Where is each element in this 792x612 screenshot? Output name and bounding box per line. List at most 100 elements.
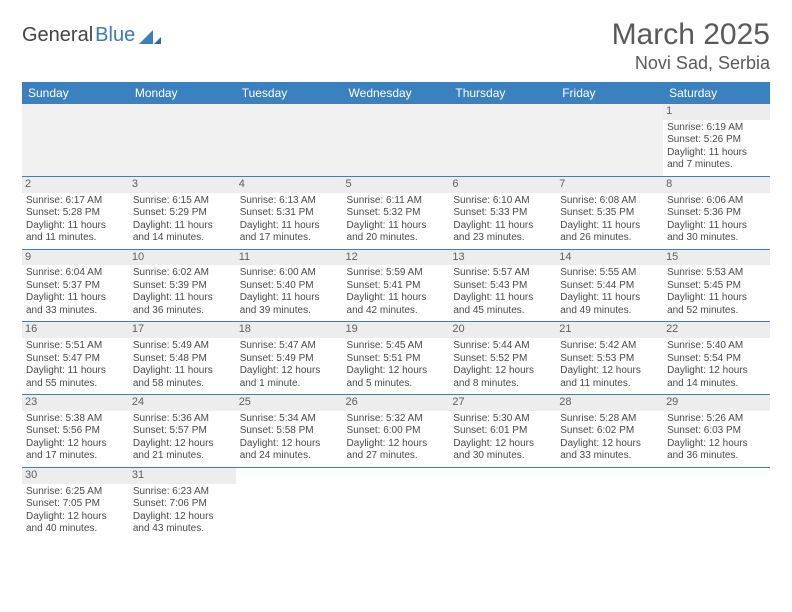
day-number: 6 [449,177,556,193]
day-info: Sunrise: 6:23 AM Sunset: 7:06 PM Dayligh… [133,486,232,536]
calendar-row: 23Sunrise: 5:38 AM Sunset: 5:56 PM Dayli… [22,395,770,468]
day-info: Sunrise: 5:53 AM Sunset: 5:45 PM Dayligh… [667,267,766,317]
calendar-row: 30 Sunrise: 6:25 AM Sunset: 7:05 PM Dayli… [22,467,770,539]
calendar-day: 25Sunrise: 5:34 AM Sunset: 5:58 PM Dayli… [236,395,343,468]
day-info: Sunrise: 6:19 AM Sunset: 5:26 PM Dayligh… [667,122,766,172]
calendar-blank [236,104,343,176]
calendar-day: 29Sunrise: 5:26 AM Sunset: 6:03 PM Dayli… [663,395,770,468]
weekday-header: Wednesday [343,82,450,104]
calendar-day: 8Sunrise: 6:06 AM Sunset: 5:36 PM Daylig… [663,176,770,249]
calendar-day: 13Sunrise: 5:57 AM Sunset: 5:43 PM Dayli… [449,249,556,322]
calendar-day: 28 Sunrise: 5:28 AM Sunset: 6:02 PM Dayli… [556,395,663,468]
day-info: Sunrise: 6:02 AM Sunset: 5:39 PM Dayligh… [133,267,232,317]
day-info: Sunrise: 6:10 AM Sunset: 5:33 PM Dayligh… [453,195,552,245]
day-info: Sunrise: 5:49 AM Sunset: 5:48 PM Dayligh… [133,340,232,390]
day-info: Sunrise: 5:57 AM Sunset: 5:43 PM Dayligh… [453,267,552,317]
day-number: 2 [22,177,129,193]
day-info: Sunrise: 5:59 AM Sunset: 5:41 PM Dayligh… [347,267,446,317]
calendar-day: 6 Sunrise: 6:10 AM Sunset: 5:33 PM Daylig… [449,176,556,249]
day-number: 13 [449,250,556,266]
day-info: Sunrise: 5:45 AM Sunset: 5:51 PM Dayligh… [347,340,446,390]
day-info: Sunrise: 5:42 AM Sunset: 5:53 PM Dayligh… [560,340,659,390]
calendar-day: 3Sunrise: 6:15 AM Sunset: 5:29 PM Daylig… [129,176,236,249]
day-number: 9 [22,250,129,266]
calendar-day: 19 Sunrise: 5:45 AM Sunset: 5:51 PM Dayli… [343,322,450,395]
calendar-row: 9Sunrise: 6:04 AM Sunset: 5:37 PM Daylig… [22,249,770,322]
day-info: Sunrise: 6:13 AM Sunset: 5:31 PM Dayligh… [240,195,339,245]
calendar-day: 17 Sunrise: 5:49 AM Sunset: 5:48 PM Dayli… [129,322,236,395]
weekday-header: Thursday [449,82,556,104]
weekday-header: Tuesday [236,82,343,104]
calendar-day: 26 Sunrise: 5:32 AM Sunset: 6:00 PM Dayli… [343,395,450,468]
calendar-row: 16 Sunrise: 5:51 AM Sunset: 5:47 PM Dayli… [22,322,770,395]
day-info: Sunrise: 5:55 AM Sunset: 5:44 PM Dayligh… [560,267,659,317]
day-info: Sunrise: 6:11 AM Sunset: 5:32 PM Dayligh… [347,195,446,245]
day-number: 8 [663,177,770,193]
weekday-header: Monday [129,82,236,104]
calendar-blank [22,104,129,176]
day-number: 4 [236,177,343,193]
day-info: Sunrise: 5:32 AM Sunset: 6:00 PM Dayligh… [347,413,446,463]
weekday-header-row: SundayMondayTuesdayWednesdayThursdayFrid… [22,82,770,104]
header: GeneralBlue March 2025 Novi Sad, Serbia [22,18,770,74]
calendar-day: 15Sunrise: 5:53 AM Sunset: 5:45 PM Dayli… [663,249,770,322]
calendar-day: 18 Sunrise: 5:47 AM Sunset: 5:49 PM Dayli… [236,322,343,395]
location: Novi Sad, Serbia [612,53,770,74]
calendar-blank [236,467,343,539]
calendar-blank [449,467,556,539]
day-number: 11 [236,250,343,266]
day-number: 24 [129,395,236,411]
day-number: 20 [449,322,556,338]
day-info: Sunrise: 6:08 AM Sunset: 5:35 PM Dayligh… [560,195,659,245]
day-number: 30 [22,468,129,484]
day-number: 23 [22,395,129,411]
calendar-day: 10Sunrise: 6:02 AM Sunset: 5:39 PM Dayli… [129,249,236,322]
day-info: Sunrise: 5:44 AM Sunset: 5:52 PM Dayligh… [453,340,552,390]
day-number: 27 [449,395,556,411]
day-number: 16 [22,322,129,338]
day-number: 17 [129,322,236,338]
day-info: Sunrise: 6:15 AM Sunset: 5:29 PM Dayligh… [133,195,232,245]
day-number: 19 [343,322,450,338]
day-number: 25 [236,395,343,411]
calendar-day: 27 Sunrise: 5:30 AM Sunset: 6:01 PM Dayli… [449,395,556,468]
day-number: 28 [556,395,663,411]
day-info: Sunrise: 5:51 AM Sunset: 5:47 PM Dayligh… [26,340,125,390]
calendar-day: 31Sunrise: 6:23 AM Sunset: 7:06 PM Dayli… [129,467,236,539]
weekday-header: Friday [556,82,663,104]
calendar-day: 22 Sunrise: 5:40 AM Sunset: 5:54 PM Dayli… [663,322,770,395]
calendar-day: 16 Sunrise: 5:51 AM Sunset: 5:47 PM Dayli… [22,322,129,395]
calendar-day: 20 Sunrise: 5:44 AM Sunset: 5:52 PM Dayli… [449,322,556,395]
calendar-blank [556,467,663,539]
day-info: Sunrise: 6:17 AM Sunset: 5:28 PM Dayligh… [26,195,125,245]
day-info: Sunrise: 5:30 AM Sunset: 6:01 PM Dayligh… [453,413,552,463]
calendar-blank [343,467,450,539]
calendar-day: 21Sunrise: 5:42 AM Sunset: 5:53 PM Dayli… [556,322,663,395]
logo-text-1: General [22,24,93,47]
day-info: Sunrise: 5:47 AM Sunset: 5:49 PM Dayligh… [240,340,339,390]
day-number: 26 [343,395,450,411]
calendar-blank [129,104,236,176]
day-number: 12 [343,250,450,266]
day-info: Sunrise: 5:28 AM Sunset: 6:02 PM Dayligh… [560,413,659,463]
title-block: March 2025 Novi Sad, Serbia [612,18,770,74]
day-number: 22 [663,322,770,338]
calendar-row: 1Sunrise: 6:19 AM Sunset: 5:26 PM Daylig… [22,104,770,176]
calendar-blank [343,104,450,176]
calendar-blank [556,104,663,176]
day-info: Sunrise: 6:25 AM Sunset: 7:05 PM Dayligh… [26,486,125,536]
weekday-header: Sunday [22,82,129,104]
calendar-day: 23Sunrise: 5:38 AM Sunset: 5:56 PM Dayli… [22,395,129,468]
calendar-day: 5Sunrise: 6:11 AM Sunset: 5:32 PM Daylig… [343,176,450,249]
calendar-day: 4 Sunrise: 6:13 AM Sunset: 5:31 PM Daylig… [236,176,343,249]
calendar-blank [663,467,770,539]
day-info: Sunrise: 6:00 AM Sunset: 5:40 PM Dayligh… [240,267,339,317]
calendar-blank [449,104,556,176]
day-number: 14 [556,250,663,266]
calendar-day: 12Sunrise: 5:59 AM Sunset: 5:41 PM Dayli… [343,249,450,322]
calendar-day: 14Sunrise: 5:55 AM Sunset: 5:44 PM Dayli… [556,249,663,322]
logo-sail-icon [139,28,161,44]
day-number: 10 [129,250,236,266]
day-info: Sunrise: 5:40 AM Sunset: 5:54 PM Dayligh… [667,340,766,390]
day-number: 18 [236,322,343,338]
